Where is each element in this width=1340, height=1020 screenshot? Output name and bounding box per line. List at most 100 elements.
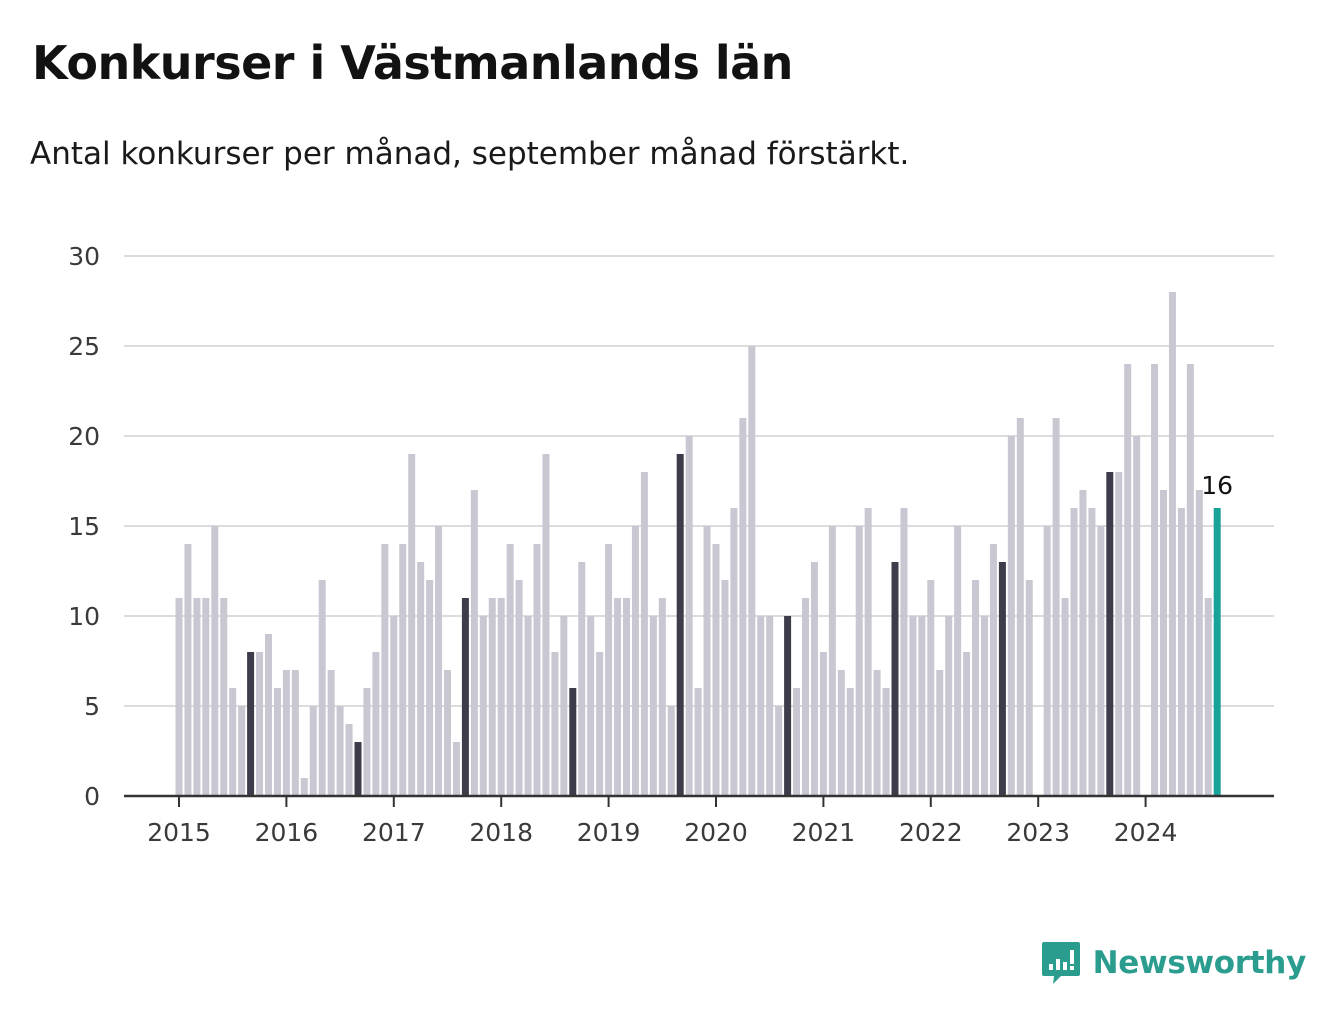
bar	[837, 670, 845, 796]
bar	[1177, 508, 1185, 796]
x-tick-label: 2021	[792, 818, 856, 847]
bar	[202, 598, 210, 796]
brand-name: Newsworthy	[1092, 945, 1307, 981]
bar	[748, 346, 756, 796]
bar	[435, 526, 443, 796]
bar	[819, 652, 827, 796]
bar	[560, 616, 568, 796]
bar	[452, 742, 460, 796]
bar	[909, 616, 917, 796]
bar	[1070, 508, 1078, 796]
bar	[810, 562, 818, 796]
bar	[703, 526, 711, 796]
bar	[1016, 418, 1024, 796]
bar	[658, 598, 666, 796]
bar	[211, 526, 219, 796]
bar	[318, 580, 326, 796]
y-tick-label: 10	[68, 602, 100, 631]
bar	[1079, 490, 1087, 796]
bar	[524, 616, 532, 796]
bar	[497, 598, 505, 796]
bar	[363, 688, 371, 796]
bar	[802, 598, 809, 796]
bar	[417, 562, 425, 796]
bar	[775, 706, 783, 796]
bar	[354, 742, 362, 796]
bar	[488, 598, 496, 796]
bar	[1168, 292, 1176, 796]
bar	[578, 562, 586, 796]
bar	[605, 544, 613, 796]
bar	[399, 544, 407, 796]
bar	[623, 598, 630, 796]
bar	[891, 562, 899, 796]
bar	[569, 688, 577, 796]
bar	[864, 508, 872, 796]
x-tick-label: 2024	[1114, 818, 1178, 847]
bar	[506, 544, 514, 796]
bar	[336, 706, 344, 796]
bar	[730, 508, 738, 796]
bar	[1160, 490, 1167, 796]
bar	[1097, 526, 1105, 796]
bar	[614, 598, 622, 796]
bar	[981, 616, 988, 796]
bar	[1186, 364, 1194, 796]
bar	[220, 598, 228, 796]
bar	[238, 706, 246, 796]
bar	[846, 688, 854, 796]
bar	[784, 616, 792, 796]
bar	[444, 670, 451, 796]
bar	[694, 688, 702, 796]
brand-logo[interactable]: Newsworthy	[1041, 940, 1306, 986]
x-tick-label: 2020	[684, 818, 748, 847]
bar	[972, 580, 980, 796]
bar	[1052, 418, 1060, 796]
bar	[256, 652, 264, 796]
bar	[900, 508, 908, 796]
bar	[1213, 508, 1221, 796]
bar	[265, 634, 272, 796]
bar	[739, 418, 747, 796]
x-tick-label: 2017	[362, 818, 426, 847]
bar	[515, 580, 523, 796]
bar	[426, 580, 434, 796]
x-tick-label: 2016	[255, 818, 319, 847]
bar	[998, 562, 1006, 796]
bar	[989, 544, 997, 796]
bar	[175, 598, 183, 796]
bar	[282, 670, 290, 796]
y-tick-label: 5	[84, 692, 100, 721]
y-tick-label: 20	[68, 422, 100, 451]
y-tick-label: 0	[84, 782, 100, 811]
bar	[247, 652, 255, 796]
bar	[327, 670, 335, 796]
bar	[596, 652, 604, 796]
bar	[1007, 436, 1015, 796]
bar	[1025, 580, 1033, 796]
bar	[551, 652, 559, 796]
bar	[855, 526, 863, 796]
x-axis: 2015 2016 2017 2018 2019 2020 2021 2022 2023 2024	[124, 794, 1274, 847]
bar	[1115, 472, 1123, 796]
bar	[676, 454, 684, 796]
chart-subtitle: Antal konkurser per månad, september mån…	[30, 136, 910, 172]
bar	[372, 652, 380, 796]
bar	[390, 616, 398, 796]
bar	[1106, 472, 1114, 796]
y-axis-tick-labels: 0 5 10 15 20 25 30	[68, 242, 100, 811]
x-tick-label: 2018	[469, 818, 533, 847]
bar	[193, 598, 201, 796]
y-tick-label: 30	[68, 242, 100, 271]
bar	[229, 688, 237, 796]
bar	[587, 616, 595, 796]
bars	[175, 292, 1221, 796]
x-tick-label: 2015	[147, 818, 211, 847]
bar	[461, 598, 469, 796]
bar	[873, 670, 881, 796]
bar	[542, 454, 550, 796]
bar	[757, 616, 765, 796]
x-tick-label: 2022	[899, 818, 963, 847]
bar	[533, 544, 541, 796]
latest-value-label: 16	[1201, 471, 1233, 500]
